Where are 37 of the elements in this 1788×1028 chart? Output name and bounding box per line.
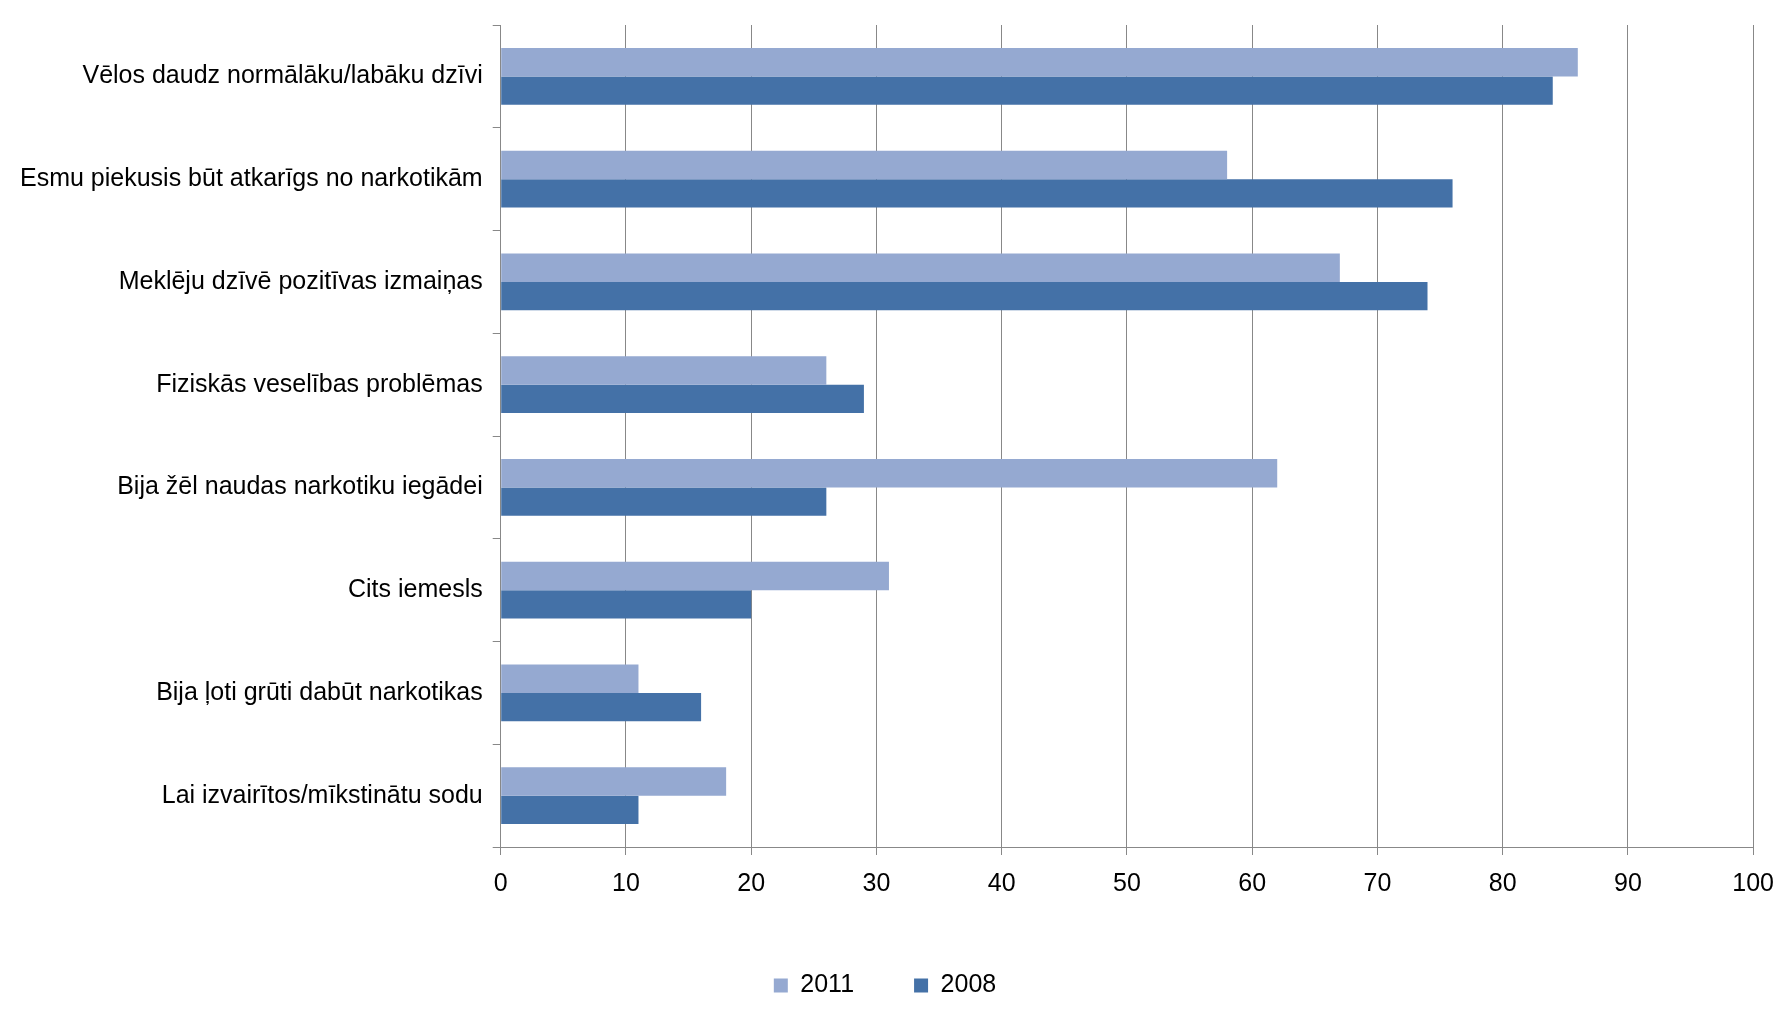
x-tick-label: 80 bbox=[1488, 867, 1517, 896]
x-tick-label: 20 bbox=[737, 867, 766, 896]
bar bbox=[501, 150, 1228, 180]
y-tick-label: Cits iemesls bbox=[347, 574, 483, 603]
x-tick-label: 0 bbox=[493, 867, 508, 896]
bar bbox=[501, 692, 702, 722]
bar bbox=[501, 281, 1428, 311]
x-tick-label: 90 bbox=[1613, 867, 1642, 896]
y-tick-label: Vēlos daudz normālāku/labāku dzīvi bbox=[82, 60, 483, 89]
y-tick-label: Esmu piekusis būt atkarīgs no narkotikām bbox=[19, 163, 483, 192]
bar bbox=[501, 253, 1340, 282]
bar bbox=[501, 487, 827, 516]
bar bbox=[501, 48, 1578, 77]
y-tick-label: Fiziskās veselības problēmas bbox=[156, 368, 483, 397]
legend-label: 2011 bbox=[800, 969, 855, 998]
bar bbox=[501, 590, 752, 619]
x-tick-label: 100 bbox=[1732, 867, 1774, 896]
bar bbox=[501, 179, 1453, 208]
y-tick-label: Bija ļoti grūti dabūt narkotikas bbox=[156, 676, 483, 705]
x-tick-label: 10 bbox=[612, 867, 640, 896]
bar bbox=[501, 767, 727, 796]
x-tick-label: 60 bbox=[1238, 867, 1267, 896]
x-tick-label: 30 bbox=[862, 867, 891, 896]
bar bbox=[501, 76, 1553, 105]
y-tick-label: Bija žēl naudas narkotiku iegādei bbox=[117, 471, 483, 500]
y-tick-label: Lai izvairītos/mīkstinātu sodu bbox=[161, 779, 483, 808]
bar bbox=[501, 384, 864, 413]
bar bbox=[501, 459, 1278, 488]
y-tick-label: Meklēju dzīvē pozitīvas izmaiņas bbox=[118, 265, 483, 294]
x-tick-label: 40 bbox=[987, 867, 1016, 896]
x-tick-label: 50 bbox=[1113, 867, 1141, 896]
bar bbox=[501, 356, 827, 385]
bar bbox=[501, 795, 639, 824]
bar bbox=[501, 664, 639, 693]
bar bbox=[501, 561, 889, 591]
x-tick-label: 70 bbox=[1363, 867, 1392, 896]
legend-label: 2008 bbox=[940, 969, 997, 998]
